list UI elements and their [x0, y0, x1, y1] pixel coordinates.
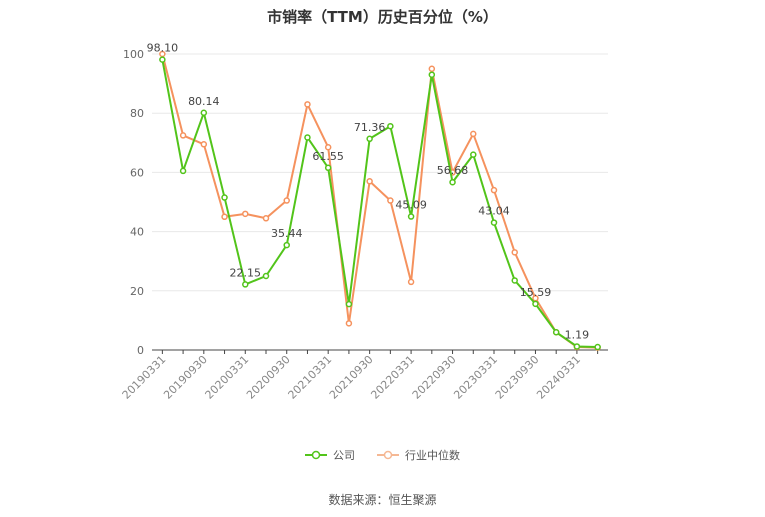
data-point-company	[594, 343, 601, 351]
y-tick-label: 100	[123, 48, 144, 61]
series-line-company	[161, 59, 598, 349]
y-tick-label: 60	[130, 166, 144, 179]
source-note: 数据来源：恒生聚源	[328, 493, 437, 507]
x-tick-label: 20200930	[244, 353, 293, 402]
legend-item-company[interactable]: 公司	[305, 447, 355, 463]
data-point-company	[407, 213, 415, 220]
data-point-industry	[511, 249, 518, 256]
legend-company-label: 公司	[333, 449, 355, 462]
data-point-industry	[387, 197, 394, 204]
data-point-company	[532, 300, 539, 308]
data-point-company	[428, 71, 436, 78]
legend: 公司 行业中位数	[0, 447, 765, 463]
legend-company-marker	[305, 450, 327, 460]
x-tick-label: 20190930	[161, 353, 210, 402]
x-tick-label: 20210331	[286, 353, 335, 402]
line-chart: 0 20 40 60 80 100 2019033120190930202003312020…	[120, 42, 608, 402]
data-label: 71.36	[354, 121, 386, 134]
x-tick-label: 20220331	[368, 353, 417, 402]
x-tick-label: 20230331	[451, 353, 500, 402]
data-point-company	[366, 135, 373, 143]
x-tick-label: 20230930	[493, 353, 542, 402]
data-point-company	[159, 56, 166, 63]
data-point-industry	[304, 101, 311, 108]
data-point-industry	[200, 141, 208, 148]
chart-title: 市销率（TTM）历史百分位（%）	[267, 8, 498, 26]
legend-industry-marker	[377, 450, 399, 460]
y-tick-label: 0	[137, 344, 144, 357]
data-point-industry	[179, 132, 187, 139]
x-tick-label: 20240331	[534, 353, 583, 402]
x-tick-label: 20210930	[327, 353, 376, 402]
x-tick-label: 20200331	[203, 353, 252, 402]
data-point-industry	[366, 178, 373, 185]
data-point-industry	[262, 215, 270, 222]
data-label: 45.09	[395, 199, 427, 212]
y-tick-label: 20	[130, 285, 144, 298]
data-point-company	[449, 178, 456, 186]
series-line-industry	[161, 53, 598, 349]
data-point-company	[573, 343, 581, 350]
data-point-company	[221, 194, 228, 201]
y-tick-label: 80	[130, 107, 144, 120]
data-label: 35.44	[271, 227, 303, 240]
legend-item-industry[interactable]: 行业中位数	[377, 447, 460, 463]
x-tick-label: 20190331	[120, 353, 169, 402]
data-point-industry	[470, 130, 477, 138]
data-point-industry	[221, 213, 228, 221]
data-label: 1.19	[565, 328, 590, 341]
data-point-company	[511, 277, 518, 284]
data-point-industry	[345, 320, 353, 327]
data-label: 56.68	[437, 164, 469, 177]
data-point-company	[345, 300, 353, 308]
data-point-company	[387, 122, 394, 130]
data-point-company	[552, 328, 560, 336]
x-tick-label: 20220930	[410, 353, 459, 402]
data-point-company	[470, 151, 477, 158]
data-label: 15.59	[520, 286, 552, 299]
data-point-industry	[490, 186, 498, 194]
data-label: 43.04	[478, 205, 510, 218]
data-point-company	[324, 164, 332, 172]
data-point-industry	[283, 197, 290, 204]
data-point-company	[179, 167, 187, 175]
data-label: 22.15	[230, 266, 262, 279]
data-point-industry	[428, 65, 436, 73]
y-tick-label: 40	[130, 226, 144, 239]
data-point-company	[304, 134, 311, 141]
data-point-company	[283, 241, 290, 249]
data-point-company	[200, 109, 208, 117]
data-point-company	[242, 281, 249, 288]
data-point-industry	[242, 210, 249, 218]
data-point-industry	[324, 143, 332, 151]
data-point-industry	[407, 278, 415, 286]
data-point-company	[262, 272, 270, 280]
data-label: 98.10	[147, 42, 179, 55]
data-label: 61.55	[312, 150, 344, 163]
data-point-company	[490, 219, 498, 226]
legend-industry-label: 行业中位数	[405, 449, 460, 462]
data-label: 80.14	[188, 95, 220, 108]
